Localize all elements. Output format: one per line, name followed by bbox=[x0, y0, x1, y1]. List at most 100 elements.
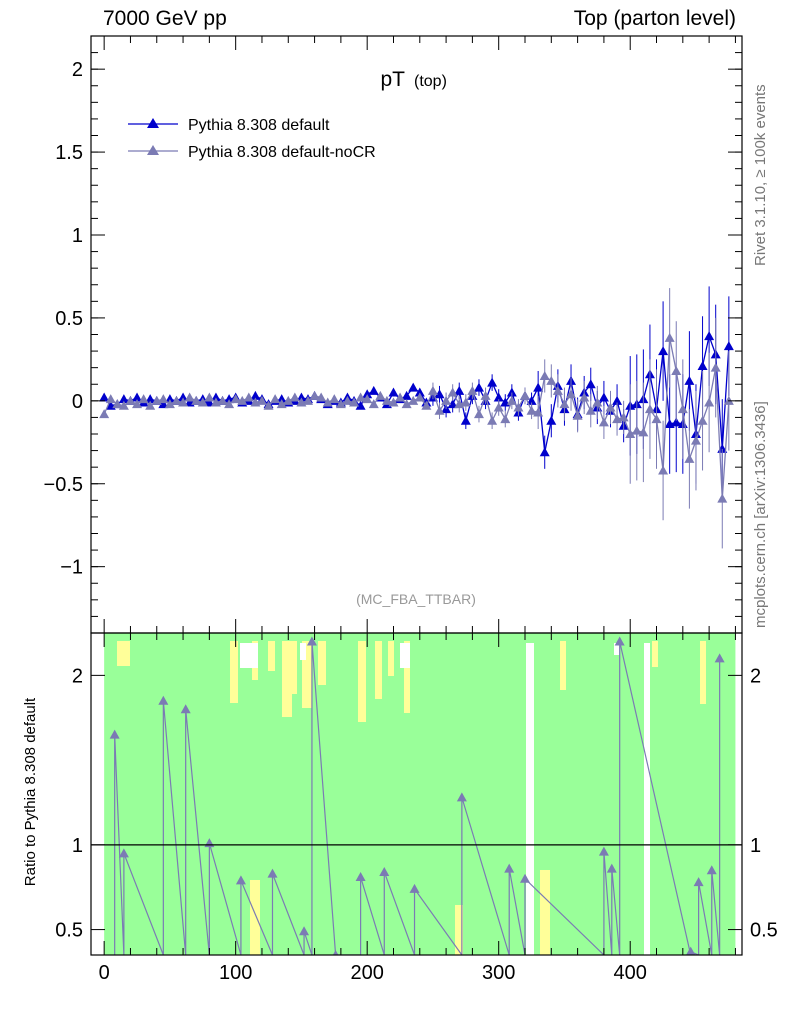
ratio-band-yellow bbox=[250, 880, 260, 955]
data-point bbox=[579, 392, 590, 402]
data-point bbox=[612, 395, 623, 405]
data-point bbox=[447, 387, 458, 397]
data-point bbox=[164, 394, 175, 404]
xtick-label: 200 bbox=[350, 962, 383, 984]
data-point bbox=[487, 377, 498, 387]
ratio-band-yellow bbox=[700, 641, 706, 704]
data-point bbox=[414, 392, 425, 402]
data-point bbox=[506, 387, 517, 397]
data-point bbox=[191, 395, 202, 405]
data-point bbox=[342, 395, 353, 405]
data-point bbox=[585, 379, 596, 389]
data-point bbox=[250, 390, 261, 400]
data-point bbox=[178, 397, 189, 407]
mcplots-label: mcplots.cern.ch [arXiv:1306.3436] bbox=[752, 401, 769, 628]
ratio-band-yellow bbox=[388, 641, 394, 676]
data-point bbox=[414, 387, 425, 397]
data-point bbox=[118, 394, 129, 404]
data-point bbox=[276, 394, 287, 404]
data-point bbox=[204, 392, 215, 402]
data-point bbox=[401, 399, 412, 409]
data-point bbox=[210, 392, 221, 402]
data-point bbox=[460, 397, 471, 407]
data-point bbox=[658, 465, 669, 475]
data-point bbox=[132, 399, 143, 409]
data-point bbox=[408, 382, 419, 392]
xtick-label: 400 bbox=[614, 962, 647, 984]
data-point bbox=[677, 404, 688, 414]
ytick-label: 0.5 bbox=[55, 920, 83, 942]
xtick-label: 100 bbox=[219, 962, 252, 984]
ytick-label: 2 bbox=[750, 665, 761, 687]
ratio-band-yellow bbox=[455, 905, 463, 955]
ratio-band-yellow bbox=[540, 870, 550, 955]
data-point bbox=[454, 385, 465, 395]
legend-marker bbox=[147, 145, 159, 155]
data-point bbox=[296, 392, 307, 402]
data-point bbox=[493, 392, 504, 402]
data-point bbox=[539, 447, 550, 457]
data-point bbox=[441, 395, 452, 405]
data-point bbox=[243, 392, 254, 402]
data-point bbox=[230, 394, 241, 404]
data-point bbox=[184, 392, 195, 402]
data-point bbox=[546, 415, 557, 425]
data-point bbox=[408, 395, 419, 405]
xtick-label: 0 bbox=[99, 962, 110, 984]
data-point bbox=[533, 407, 544, 417]
data-point bbox=[99, 409, 110, 419]
ytick-label: 1 bbox=[750, 835, 761, 857]
data-point bbox=[592, 397, 603, 407]
data-point bbox=[710, 362, 721, 372]
data-point bbox=[598, 417, 609, 427]
ratio-band-gap bbox=[400, 643, 410, 668]
data-point bbox=[375, 390, 386, 400]
ratio-band-yellow bbox=[358, 641, 366, 722]
ratio-data-point bbox=[235, 875, 246, 885]
data-point bbox=[401, 390, 412, 400]
legend-label: Pythia 8.308 default bbox=[188, 117, 330, 134]
ratio-band-yellow bbox=[282, 641, 292, 717]
header-left: 7000 GeV pp bbox=[103, 7, 227, 30]
ytick-label: 2 bbox=[72, 59, 83, 81]
ratio-data-point bbox=[606, 863, 617, 873]
ratio-band-yellow bbox=[375, 641, 382, 699]
ratio-data-point bbox=[686, 946, 696, 955]
data-point bbox=[559, 399, 570, 409]
ratio-data-point bbox=[409, 883, 420, 893]
ratio-band-gap bbox=[526, 643, 534, 955]
data-point bbox=[335, 399, 346, 409]
ratio-band-green bbox=[104, 633, 736, 955]
data-point bbox=[644, 404, 655, 414]
ratio-band-yellow bbox=[268, 641, 275, 671]
rivet-label: Rivet 3.1.10, ≥ 100k events bbox=[752, 84, 769, 266]
data-point bbox=[145, 394, 156, 404]
data-point bbox=[329, 394, 340, 404]
data-point bbox=[388, 397, 399, 407]
data-point bbox=[355, 392, 366, 402]
data-point bbox=[704, 397, 715, 407]
main-plot-title: pT bbox=[380, 68, 405, 91]
data-point bbox=[546, 375, 557, 385]
data-point bbox=[197, 397, 208, 407]
ratio-data-point bbox=[706, 865, 717, 875]
data-point bbox=[625, 429, 636, 438]
data-point bbox=[526, 395, 537, 405]
data-point bbox=[256, 395, 267, 405]
data-point bbox=[552, 385, 563, 395]
data-point bbox=[618, 412, 629, 422]
ratio-data-point bbox=[379, 866, 390, 876]
header-right: Top (parton level) bbox=[573, 7, 736, 30]
data-point bbox=[631, 425, 642, 435]
data-point bbox=[362, 389, 373, 399]
data-point bbox=[309, 390, 320, 400]
ratio-band-yellow bbox=[292, 641, 297, 694]
ratio-band-yellow bbox=[230, 641, 238, 703]
legend-label: Pythia 8.308 default-noCR bbox=[188, 144, 376, 161]
data-point bbox=[105, 394, 116, 404]
data-point bbox=[690, 435, 701, 445]
ratio-data-point bbox=[332, 950, 339, 955]
data-point bbox=[697, 361, 708, 371]
data-point bbox=[118, 400, 129, 410]
ratio-data-point bbox=[109, 729, 120, 739]
